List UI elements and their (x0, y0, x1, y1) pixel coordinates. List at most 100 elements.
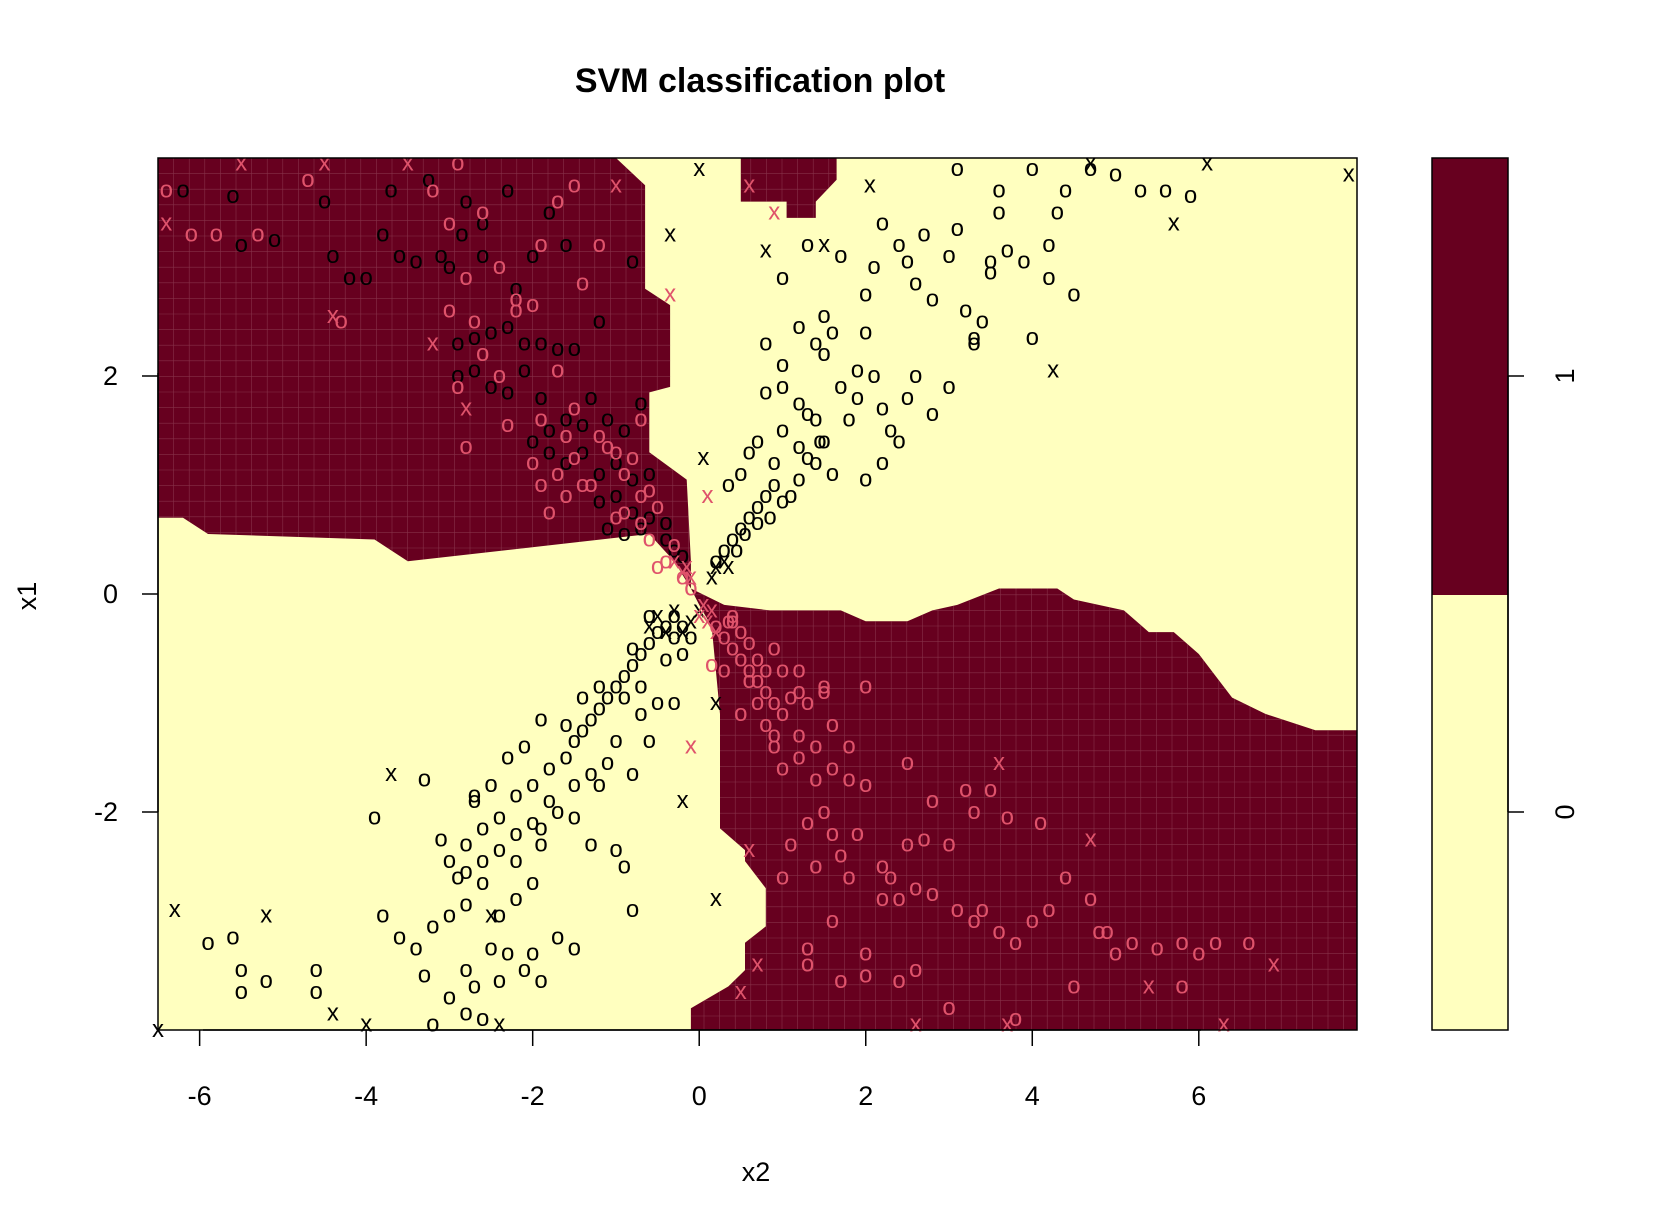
data-point-class-0: o (809, 329, 822, 356)
data-point-class-0: o (451, 362, 464, 389)
data-point-class-1: o (942, 994, 955, 1021)
data-point-class-1: o (1009, 1005, 1022, 1032)
data-point-class-1: o (576, 269, 589, 296)
support-vector-class-0: x (693, 596, 705, 623)
data-point-class-1: o (568, 395, 581, 422)
data-point-class-0: o (518, 357, 531, 384)
data-point-class-0: o (235, 956, 248, 983)
data-point-class-0: o (792, 313, 805, 340)
data-point-class-0: o (659, 526, 672, 553)
data-point-class-0: o (826, 318, 839, 345)
data-point-class-1: o (826, 820, 839, 847)
data-point-class-0: o (626, 896, 639, 923)
data-point-class-0: o (826, 460, 839, 487)
data-point-class-0: o (593, 487, 606, 514)
data-point-class-0: o (992, 177, 1005, 204)
data-point-class-0: o (443, 847, 456, 874)
data-point-class-0: o (509, 782, 522, 809)
data-point-class-0: o (409, 248, 422, 275)
data-point-class-0: o (551, 923, 564, 950)
data-point-class-0: o (226, 182, 239, 209)
data-point-class-0: o (859, 318, 872, 345)
data-point-class-0: o (901, 248, 914, 275)
data-point-class-0: o (459, 956, 472, 983)
data-point-class-0: o (476, 869, 489, 896)
data-point-class-0: o (1159, 177, 1172, 204)
data-point-class-1: o (801, 934, 814, 961)
data-point-class-1: o (301, 166, 314, 193)
data-point-class-1: o (634, 509, 647, 536)
data-point-class-1: o (776, 754, 789, 781)
data-point-class-0: o (1026, 155, 1039, 182)
data-point-class-0: o (422, 166, 435, 193)
data-point-class-0: o (476, 847, 489, 874)
data-point-class-0: o (817, 427, 830, 454)
data-point-class-1: o (601, 433, 614, 460)
data-point-class-0: o (393, 242, 406, 269)
data-point-class-1: o (784, 831, 797, 858)
data-point-class-0: o (468, 782, 481, 809)
data-point-class-0: o (643, 460, 656, 487)
data-point-class-1: o (501, 411, 514, 438)
data-point-class-0: o (942, 373, 955, 400)
data-point-class-0: o (859, 466, 872, 493)
y-tick-label: 2 (103, 361, 118, 391)
data-point-class-0: o (859, 280, 872, 307)
data-point-class-1: o (817, 798, 830, 825)
data-point-class-0: o (668, 624, 681, 651)
data-point-class-1: o (826, 711, 839, 738)
data-point-class-1: o (776, 700, 789, 727)
data-point-class-0: o (593, 308, 606, 335)
support-vector-class-1: x (735, 978, 747, 1005)
data-point-class-0: o (726, 526, 739, 553)
data-point-class-1: o (509, 286, 522, 313)
y-tick-label: 0 (103, 579, 118, 609)
data-point-class-0: o (801, 444, 814, 471)
support-vector-class-1: x (1268, 951, 1280, 978)
data-point-class-0: o (318, 188, 331, 215)
data-point-class-1: o (468, 308, 481, 335)
data-point-class-0: o (992, 199, 1005, 226)
data-point-class-1: o (1092, 918, 1105, 945)
data-point-class-0: o (518, 329, 531, 356)
data-point-class-0: o (526, 242, 539, 269)
data-point-class-0: o (418, 962, 431, 989)
data-point-class-1: o (909, 874, 922, 901)
data-point-class-0: o (876, 209, 889, 236)
data-point-class-0: o (559, 406, 572, 433)
data-point-class-1: o (992, 918, 1005, 945)
data-point-class-1: o (559, 422, 572, 449)
data-point-class-1: o (826, 754, 839, 781)
data-point-class-1: o (751, 645, 764, 672)
data-point-class-1: o (534, 406, 547, 433)
data-point-class-0: o (235, 978, 248, 1005)
data-point-class-1: o (335, 308, 348, 335)
data-point-class-0: o (618, 684, 631, 711)
data-point-class-0: o (1184, 182, 1197, 209)
data-point-class-0: o (643, 602, 656, 629)
data-point-class-0: o (493, 803, 506, 830)
data-point-class-0: o (609, 836, 622, 863)
data-point-class-1: o (451, 149, 464, 176)
support-vector-class-1: x (1085, 825, 1097, 852)
data-point-class-1: o (634, 406, 647, 433)
support-vector-class-0: x (718, 547, 730, 574)
support-vector-class-0: x (1343, 160, 1355, 187)
data-point-class-0: o (892, 427, 905, 454)
data-point-class-0: o (526, 869, 539, 896)
data-point-class-0: o (867, 253, 880, 280)
data-point-class-1: o (826, 907, 839, 934)
data-point-class-1: o (443, 297, 456, 324)
data-point-class-1: o (834, 967, 847, 994)
support-vector-class-1: x (993, 749, 1005, 776)
support-vector-class-0: x (722, 553, 734, 580)
data-point-class-1: o (1034, 809, 1047, 836)
data-point-class-1: o (751, 667, 764, 694)
x-tick-label: -6 (188, 1081, 212, 1111)
data-point-class-0: o (618, 417, 631, 444)
data-point-class-0: o (842, 406, 855, 433)
data-point-class-1: o (709, 613, 722, 640)
data-point-class-0: o (534, 967, 547, 994)
data-point-class-1: o (551, 357, 564, 384)
